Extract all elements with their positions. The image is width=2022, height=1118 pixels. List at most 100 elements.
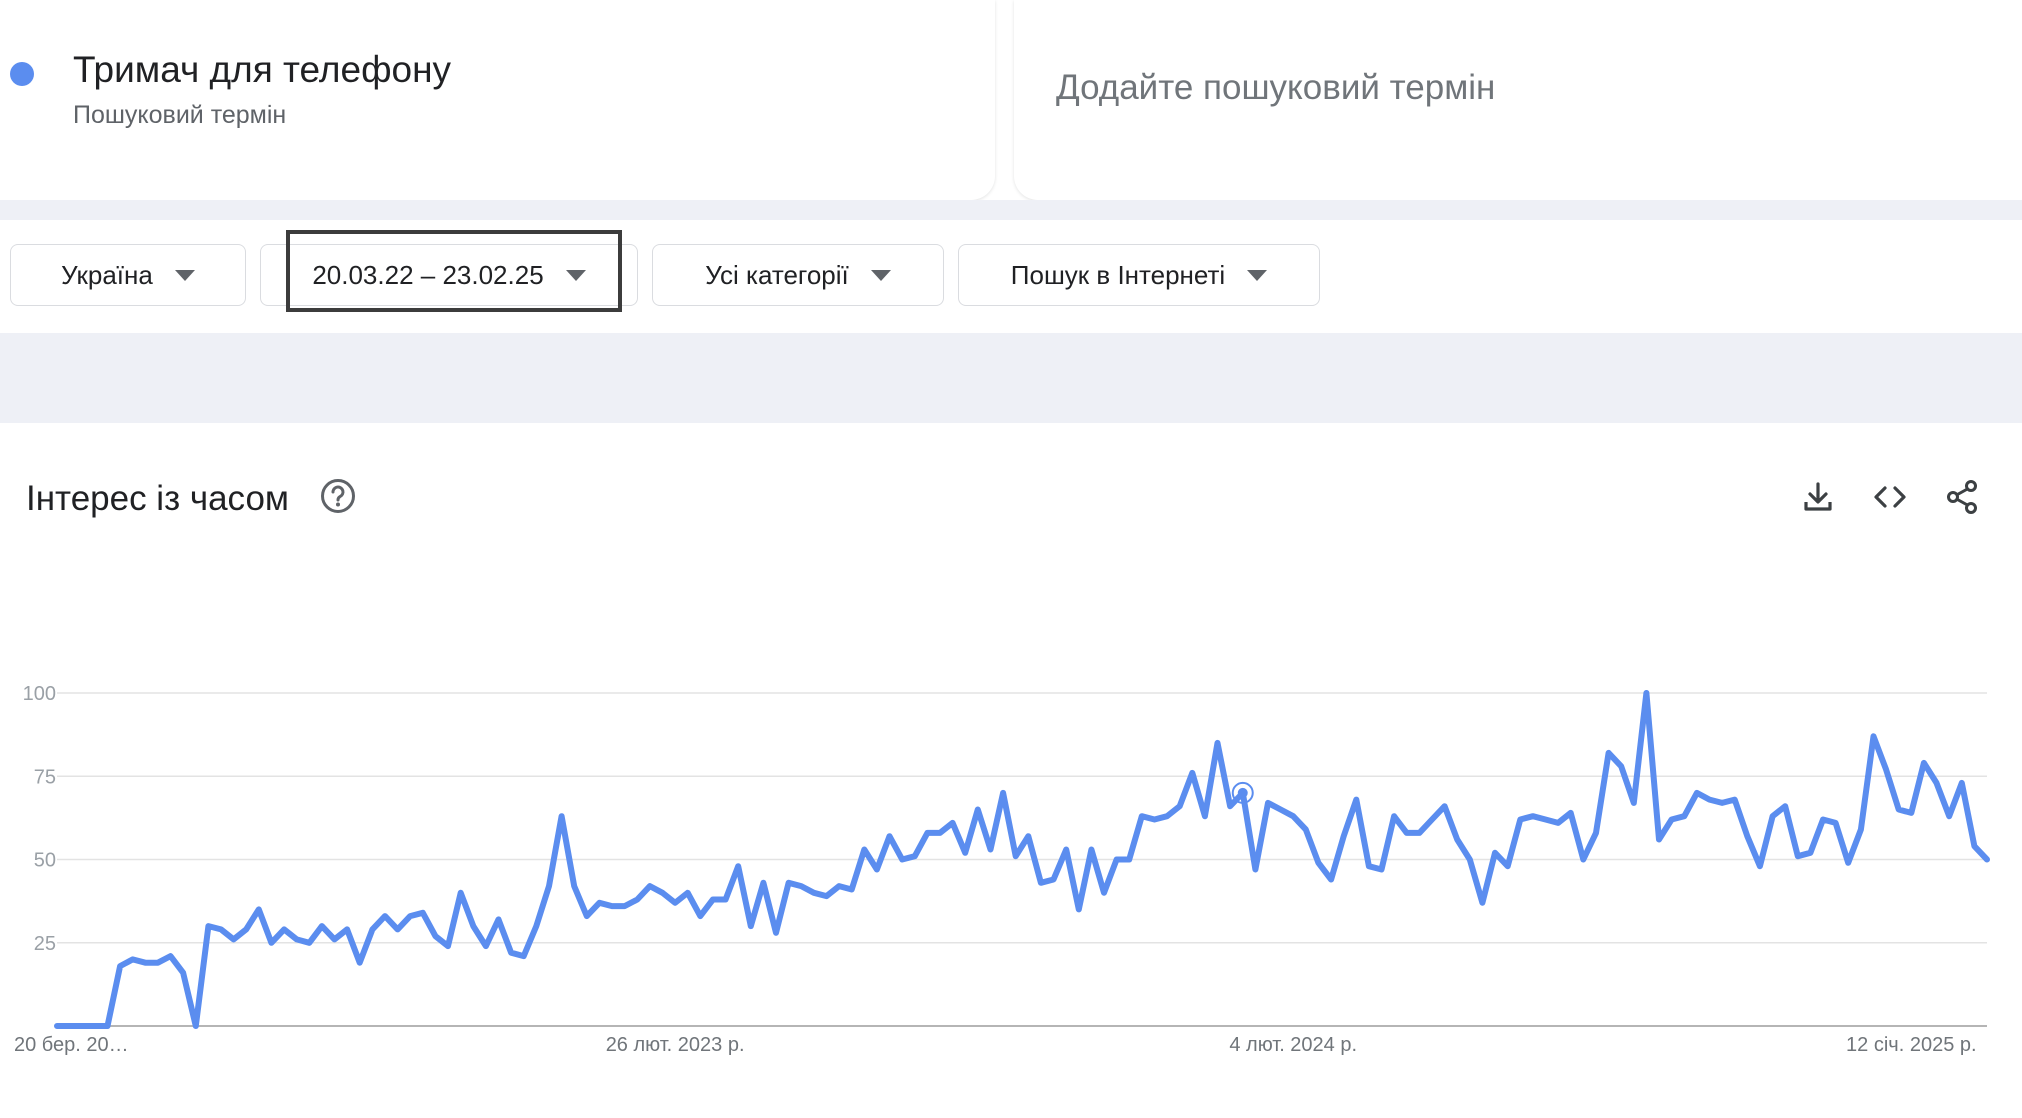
- dropdown-arrow-icon: [870, 269, 891, 281]
- data-point: [811, 890, 817, 896]
- section-divider: [0, 200, 2022, 220]
- y-tick-label: 75: [34, 766, 56, 788]
- data-point: [1669, 817, 1675, 823]
- data-point: [1555, 820, 1561, 826]
- data-point: [1051, 877, 1057, 883]
- data-point: [1517, 817, 1523, 823]
- data-point: [1921, 760, 1927, 766]
- data-point: [1265, 800, 1271, 806]
- x-tick-label: 20 бер. 20…: [14, 1034, 129, 1056]
- y-tick-label: 25: [34, 933, 56, 955]
- data-point: [1770, 813, 1776, 819]
- data-point: [1290, 813, 1296, 819]
- add-term-input[interactable]: Додайте пошуковий термін: [1056, 68, 1496, 107]
- data-point: [1303, 827, 1309, 833]
- data-point: [1076, 906, 1082, 912]
- data-point: [357, 960, 363, 966]
- data-point: [1707, 797, 1713, 803]
- data-point: [1025, 833, 1031, 839]
- data-point: [1152, 817, 1158, 823]
- data-point: [382, 913, 388, 919]
- data-point: [533, 923, 539, 929]
- data-point: [117, 963, 123, 969]
- data-point: [1454, 837, 1460, 843]
- data-point: [218, 926, 224, 932]
- data-point: [622, 903, 628, 909]
- data-point: [1681, 813, 1687, 819]
- data-point: [584, 913, 590, 919]
- data-point: [1000, 790, 1006, 796]
- category-dropdown[interactable]: Усі категорії: [652, 244, 944, 306]
- data-point: [432, 933, 438, 939]
- share-icon[interactable]: [1943, 478, 1981, 516]
- data-point: [1631, 800, 1637, 806]
- highlighted-point-ring: [1231, 781, 1254, 804]
- data-point: [155, 960, 161, 966]
- data-point: [142, 960, 148, 966]
- add-term-card[interactable]: Додайте пошуковий термін: [1014, 0, 2022, 200]
- data-point: [609, 903, 615, 909]
- search-term-card[interactable]: Тримач для телефону Пошуковий термін: [0, 0, 995, 200]
- data-point: [1366, 863, 1372, 869]
- data-point: [773, 930, 779, 936]
- download-icon[interactable]: [1799, 478, 1837, 516]
- data-point: [168, 953, 174, 959]
- data-point: [1757, 863, 1763, 869]
- data-point: [1492, 850, 1498, 856]
- data-point: [1896, 807, 1902, 813]
- series-line: [54, 690, 1990, 1029]
- data-point: [887, 833, 893, 839]
- data-point: [1656, 837, 1662, 843]
- x-tick-label: 4 лют. 2024 р.: [1229, 1034, 1357, 1056]
- date-range-dropdown[interactable]: 20.03.22 – 23.02.25: [260, 244, 638, 306]
- data-point: [1820, 817, 1826, 823]
- data-point: [332, 936, 338, 942]
- search-property-dropdown[interactable]: Пошук в Інтернеті: [958, 244, 1320, 306]
- data-point: [1177, 803, 1183, 809]
- data-point: [1353, 797, 1359, 803]
- data-point: [1732, 797, 1738, 803]
- data-point: [1341, 833, 1347, 839]
- data-point: [470, 923, 476, 929]
- data-point: [950, 820, 956, 826]
- data-point: [735, 863, 741, 869]
- data-point: [1328, 877, 1334, 883]
- data-point: [1543, 817, 1549, 823]
- help-icon[interactable]: [320, 478, 356, 514]
- chart-title: Інтерес із часом: [26, 479, 289, 518]
- data-point: [697, 913, 703, 919]
- geo-filter-dropdown[interactable]: Україна: [10, 244, 246, 306]
- data-point: [521, 953, 527, 959]
- data-point: [1139, 813, 1145, 819]
- data-point: [1845, 860, 1851, 866]
- embed-icon[interactable]: [1871, 478, 1909, 516]
- dropdown-arrow-icon: [1247, 269, 1268, 281]
- section-divider: [0, 333, 2022, 423]
- data-point: [1063, 847, 1069, 853]
- data-point: [660, 890, 666, 896]
- data-point: [1013, 853, 1019, 859]
- data-point: [319, 923, 325, 929]
- data-point: [899, 857, 905, 863]
- data-point: [861, 847, 867, 853]
- data-point: [1404, 830, 1410, 836]
- search-term-title[interactable]: Тримач для телефону: [73, 49, 452, 90]
- data-point: [407, 913, 413, 919]
- data-point: [849, 887, 855, 893]
- data-point: [798, 883, 804, 889]
- data-point: [1580, 857, 1586, 863]
- data-point: [420, 910, 426, 916]
- data-point: [92, 1023, 98, 1029]
- interest-line-chart[interactable]: 100 75 50 25 20 бер. 20… 26 лют. 2023 р. 4 лют…: [0, 423, 2022, 1118]
- data-point: [1038, 880, 1044, 886]
- data-point: [975, 807, 981, 813]
- search-property-label: Пошук в Інтернеті: [1010, 259, 1226, 290]
- data-point: [344, 926, 350, 932]
- data-point: [1568, 810, 1574, 816]
- data-point: [1278, 807, 1284, 813]
- data-point: [1984, 857, 1990, 863]
- x-tick-label: 26 лют. 2023 р.: [606, 1034, 745, 1056]
- data-point: [180, 970, 186, 976]
- data-point: [571, 883, 577, 889]
- data-point: [1429, 817, 1435, 823]
